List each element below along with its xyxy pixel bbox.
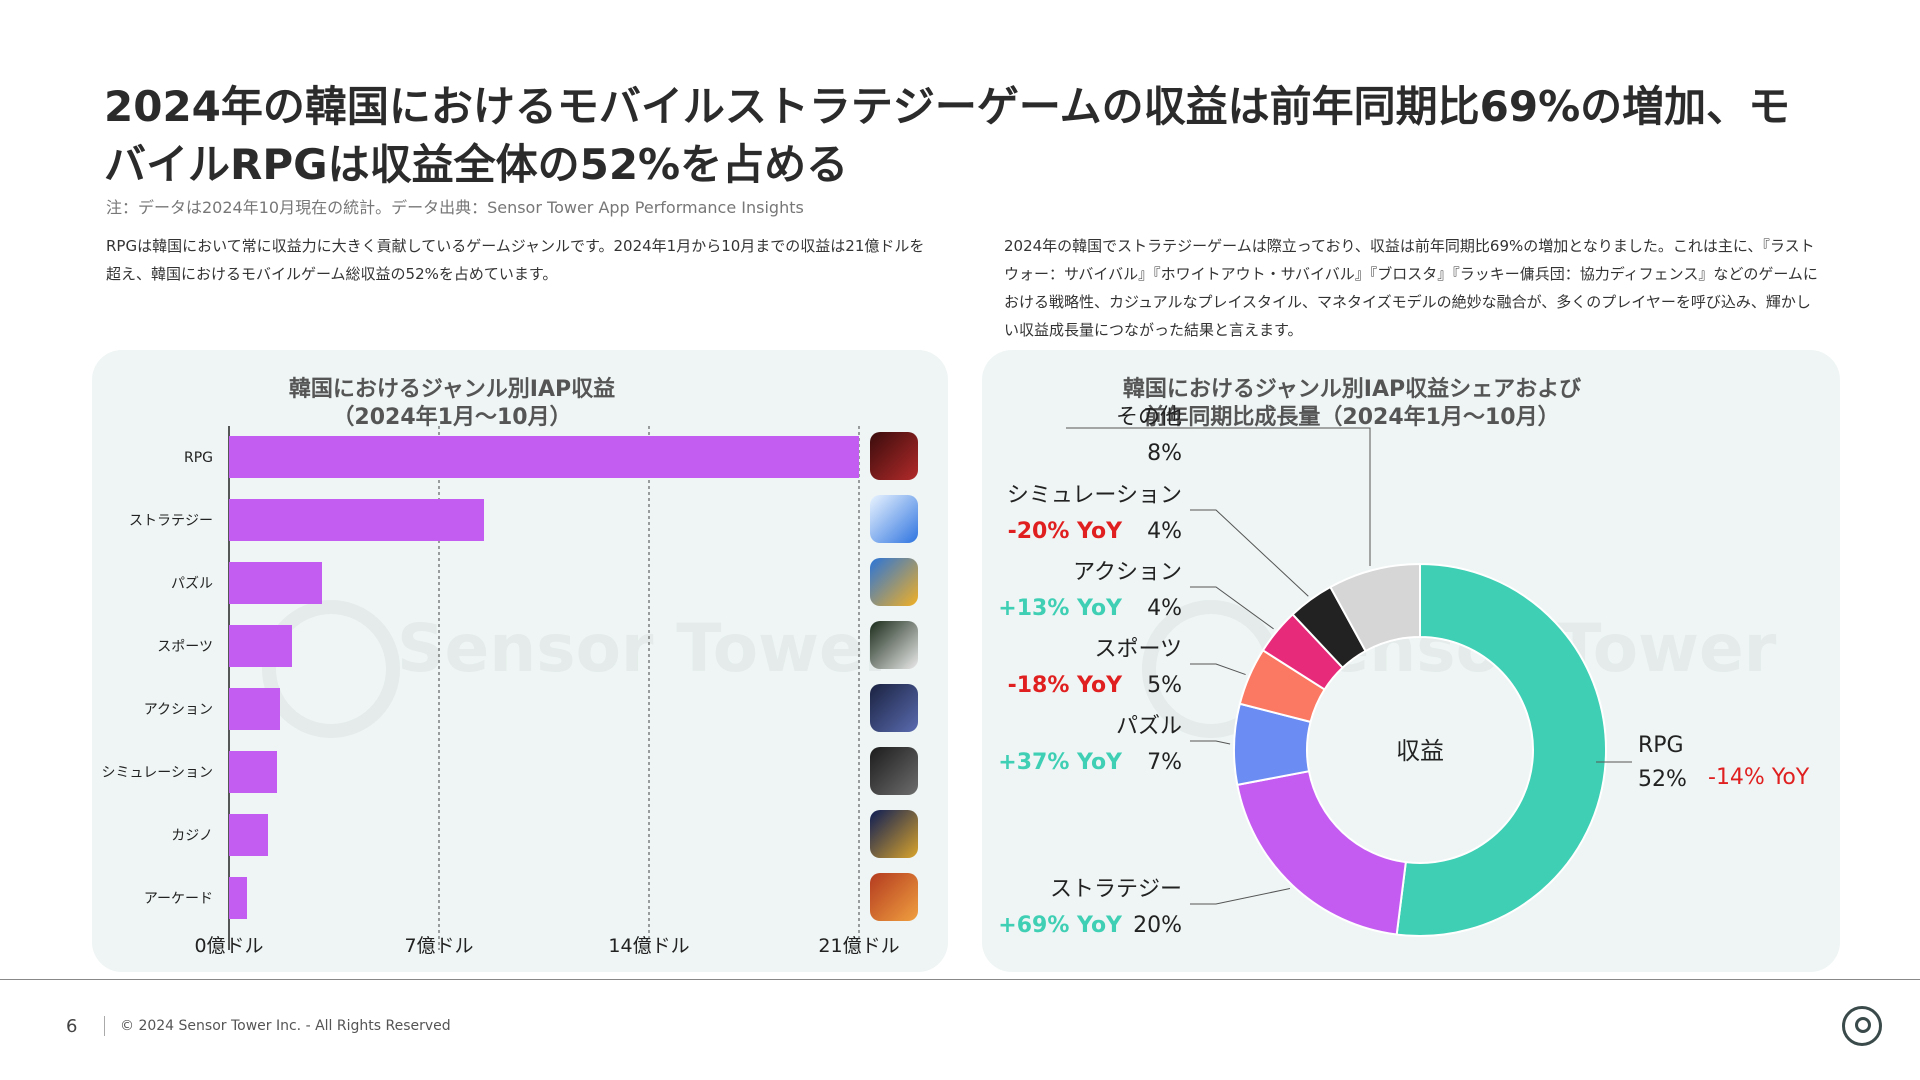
bar <box>229 877 247 919</box>
leader-line <box>1190 740 1231 745</box>
bar <box>229 625 292 667</box>
y-tick-label: シミュレーション <box>102 765 213 781</box>
slice-percent: 5% <box>1147 673 1182 698</box>
y-tick-label: カジノ <box>171 828 213 844</box>
slice-yoy: +69% YoY <box>998 913 1123 938</box>
game-icon-cookie <box>870 873 918 921</box>
bar <box>229 436 859 478</box>
bar-chart-panel: Sensor Tower 韓国におけるジャンル別IAP収益 （2024年1月〜1… <box>92 350 948 972</box>
leader-line <box>1190 663 1246 676</box>
x-tick-label: 7億ドル <box>404 935 473 957</box>
y-tick-label: RPG <box>184 450 213 466</box>
game-icon-soccer <box>870 621 918 669</box>
game-icon-blue <box>870 495 918 543</box>
page-number: 6 <box>66 1016 78 1037</box>
donut-chart-panel: Sensor Tower 韓国におけるジャンル別IAP収益シェアおよび 前年同期… <box>982 350 1840 972</box>
slice-label: パズル <box>1116 714 1182 739</box>
slice-label: スポーツ <box>1094 637 1182 662</box>
description-right: 2024年の韓国でストラテジーゲームは際立っており、収益は前年同期比69%の増加… <box>1004 237 1818 339</box>
bar <box>229 814 268 856</box>
leader-line <box>1190 888 1291 905</box>
page-title: 2024年の韓国におけるモバイルストラテジーゲームの収益は前年同期比69%の増加… <box>104 82 1791 189</box>
footer-divider <box>0 979 1920 980</box>
slice-label: RPG <box>1638 733 1684 758</box>
game-icon-roblox <box>870 747 918 795</box>
slice-yoy: -14% YoY <box>1708 765 1810 790</box>
donut-chart: 収益 RPG 52% -14% YoY ストラテジー 20% +69% YoY パズル 7% +3… <box>998 405 1810 938</box>
watermark-text: Sensor Tower <box>397 610 897 687</box>
slice-label: シミュレーション <box>1007 483 1182 508</box>
slice-percent: 7% <box>1147 750 1182 775</box>
slice-percent: 52% <box>1638 767 1687 792</box>
donut-slice <box>1329 562 1421 653</box>
y-tick-label: アーケード <box>144 891 213 907</box>
y-tick-label: スポーツ <box>157 639 213 655</box>
bar-chart-title: 韓国におけるジャンル別IAP収益 （2024年1月〜10月） <box>288 377 616 430</box>
game-icon-netmarble <box>870 684 918 732</box>
game-icon-red <box>870 432 918 480</box>
slice-label: アクション <box>1073 560 1182 585</box>
description-left: RPGは韓国において常に収益力に大きく貢献しているゲームジャンルです。2024年… <box>106 237 925 283</box>
slice-percent: 20% <box>1133 913 1182 938</box>
bar <box>229 499 484 541</box>
x-tick-label: 14億ドル <box>608 935 689 957</box>
y-tick-label: アクション <box>144 702 213 718</box>
slice-percent: 4% <box>1147 519 1182 544</box>
bar <box>229 688 280 730</box>
bar <box>229 751 277 793</box>
bar-chart: 0億ドル 7億ドル 14億ドル 21億ドルRPGストラテジーパズルスポーツアクションシ… <box>102 426 900 957</box>
footer-separator <box>104 1016 105 1036</box>
slice-yoy: +13% YoY <box>998 596 1123 621</box>
donut-center-label: 収益 <box>1396 737 1444 765</box>
slice-yoy: -18% YoY <box>1008 673 1123 698</box>
y-tick-label: パズル <box>171 576 213 592</box>
donut-chart-title: 韓国におけるジャンル別IAP収益シェアおよび 前年同期比成長量（2024年1月〜… <box>1122 377 1582 430</box>
game-icon-poker <box>870 810 918 858</box>
leader-line <box>1066 427 1371 566</box>
bar <box>229 562 322 604</box>
donut-slice <box>1236 770 1407 936</box>
slice-percent: 4% <box>1147 596 1182 621</box>
leader-line <box>1190 509 1309 597</box>
slice-percent: 8% <box>1147 441 1182 466</box>
game-icon-hero <box>870 558 918 606</box>
slice-yoy: +37% YoY <box>998 750 1123 775</box>
y-tick-label: ストラテジー <box>129 513 213 529</box>
slice-label: その他 <box>1116 405 1182 430</box>
data-source-note: 注：データは2024年10月現在の統計。データ出典：Sensor Tower A… <box>106 198 804 217</box>
slice-label: ストラテジー <box>1050 877 1182 902</box>
leader-line <box>1190 586 1274 630</box>
donut-slice <box>1395 562 1608 937</box>
slice-yoy: -20% YoY <box>1008 519 1123 544</box>
sensor-tower-logo-icon <box>1842 1006 1882 1046</box>
x-tick-label: 21億ドル <box>818 935 899 957</box>
copyright: © 2024 Sensor Tower Inc. - All Rights Re… <box>120 1018 451 1034</box>
